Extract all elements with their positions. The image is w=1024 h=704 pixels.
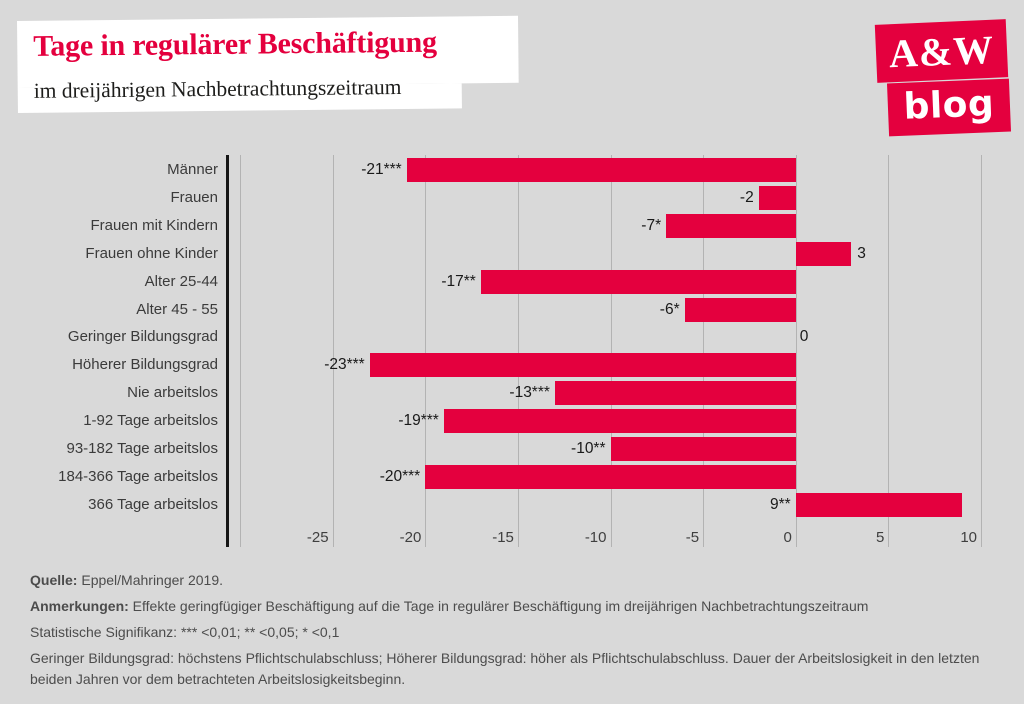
value-label: -7* <box>641 216 662 234</box>
category-label: Frauen mit Kindern <box>90 216 218 234</box>
bar <box>369 353 796 378</box>
notes-label: Anmerkungen: <box>30 598 129 614</box>
category-label: 184-366 Tage arbeitslos <box>58 467 218 485</box>
bar <box>480 269 796 294</box>
value-label: -19*** <box>398 412 439 430</box>
value-label: -20*** <box>379 467 421 485</box>
notes-line: Anmerkungen: Effekte geringfügiger Besch… <box>30 596 980 617</box>
category-label: Alter 25-44 <box>144 272 218 290</box>
category-label: Alter 45 - 55 <box>136 300 218 318</box>
x-tick-label: 5 <box>876 529 885 546</box>
aw-blog-logo-top: A&W <box>874 19 1009 83</box>
category-label: 366 Tage arbeitslos <box>88 495 218 513</box>
bar <box>443 409 796 434</box>
bar <box>425 464 796 489</box>
category-label: Nie arbeitslos <box>127 384 218 402</box>
significance-line: Statistische Signifikanz: *** <0,01; ** … <box>30 624 340 640</box>
source-label: Quelle: <box>30 572 78 588</box>
gridline <box>981 155 982 547</box>
gridline <box>332 155 334 547</box>
definitions-line: Geringer Bildungsgrad: höchstens Pflicht… <box>30 650 980 687</box>
source-text: Eppel/Mahringer 2019. <box>77 572 224 588</box>
source-line: Quelle: Eppel/Mahringer 2019. <box>30 570 980 591</box>
bar <box>684 297 796 322</box>
bar <box>795 241 852 266</box>
gridline <box>795 155 797 547</box>
value-label: -6* <box>659 300 680 318</box>
value-label: -13*** <box>509 384 550 402</box>
gridline <box>610 155 612 547</box>
bar <box>795 492 963 517</box>
logo-text-aw: A&W <box>887 26 996 76</box>
plot-area: -21*** -2 -7* 3 -17** -6* 0 -23*** -13*** -19*** -… <box>240 155 982 547</box>
category-label: Höherer Bildungsgrad <box>72 356 218 374</box>
y-axis-line <box>226 155 229 547</box>
x-tick-label: -20 <box>399 529 422 546</box>
x-tick-label: -10 <box>584 529 607 546</box>
gridline <box>517 155 519 547</box>
header: Tage in regulärer Beschäftigung im dreij… <box>0 0 601 140</box>
x-tick-label: -25 <box>306 529 329 546</box>
category-label: Frauen ohne Kinder <box>85 244 218 262</box>
value-label: -23*** <box>324 356 365 374</box>
gridline <box>888 155 890 547</box>
aw-blog-logo-bottom: blog <box>886 78 1012 137</box>
value-label: -10** <box>571 440 606 457</box>
x-tick-label: 0 <box>783 529 792 546</box>
footer-notes: Quelle: Eppel/Mahringer 2019. Anmerkunge… <box>30 570 980 695</box>
category-label: 1-92 Tage arbeitslos <box>83 412 218 430</box>
x-tick-label: -5 <box>685 529 700 546</box>
x-tick-label: 10 <box>960 529 977 546</box>
page-title: Tage in regulärer Beschäftigung <box>33 25 437 63</box>
category-axis-labels: Männer Frauen Frauen mit Kindern Frauen ohn… <box>0 155 218 547</box>
value-label: -2 <box>739 188 754 206</box>
category-label: Frauen <box>170 188 218 206</box>
value-label: 0 <box>799 328 809 346</box>
category-label: Männer <box>167 161 218 178</box>
bar <box>758 185 796 210</box>
category-label: 93-182 Tage arbeitslos <box>66 440 219 457</box>
category-label: Geringer Bildungsgrad <box>67 328 218 346</box>
bar <box>554 381 796 406</box>
value-label: -21*** <box>361 161 402 178</box>
notes-text: Effekte geringfügiger Beschäftigung auf … <box>128 598 869 614</box>
bar <box>406 158 796 182</box>
value-label: 9** <box>770 495 791 513</box>
bar <box>666 213 796 238</box>
gridline <box>703 155 705 547</box>
logo-text-blog: blog <box>902 82 995 128</box>
value-label: 3 <box>857 244 866 262</box>
page-subtitle: im dreijährigen Nachbetrachtungszeitraum <box>33 75 402 103</box>
gridline <box>425 155 427 547</box>
x-tick-label: -15 <box>492 529 514 546</box>
gridline <box>240 155 241 547</box>
value-label: -17** <box>441 272 476 290</box>
bar <box>610 437 796 461</box>
